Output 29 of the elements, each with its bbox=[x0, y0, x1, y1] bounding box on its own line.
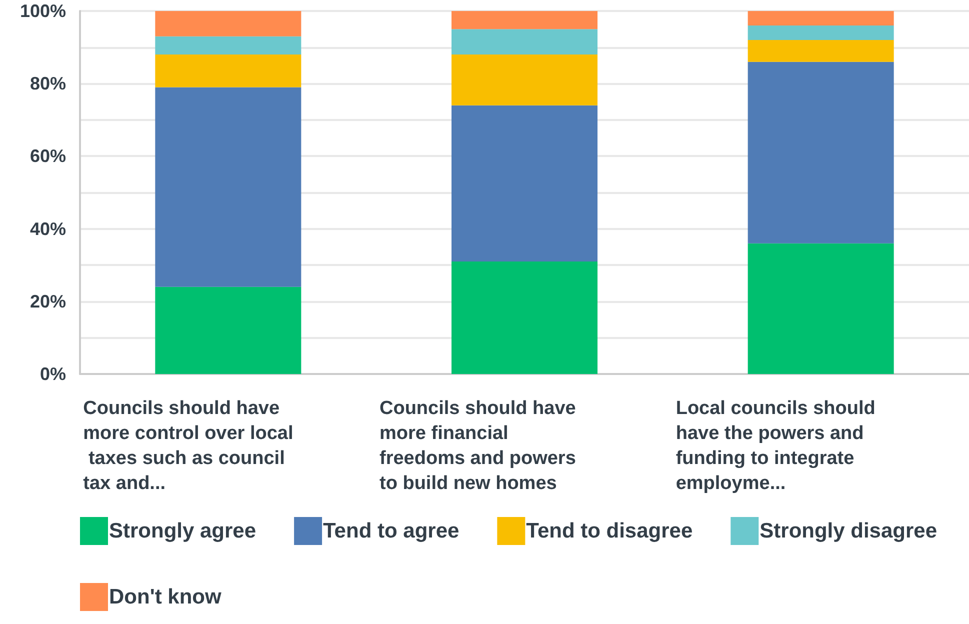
bar bbox=[155, 11, 302, 36]
bar bbox=[155, 36, 302, 55]
bar bbox=[452, 105, 598, 262]
x-tick-label: Councils should have more financial freedoms and powers to build new homes bbox=[380, 398, 582, 494]
y-tick-label: 60% bbox=[30, 146, 66, 166]
bar bbox=[452, 11, 598, 30]
y-tick-label: 80% bbox=[30, 74, 66, 94]
bar bbox=[452, 261, 598, 374]
bar bbox=[748, 62, 894, 244]
y-tick-label: 0% bbox=[40, 364, 66, 384]
legend-label: Strongly disagree bbox=[760, 520, 938, 542]
bar bbox=[155, 54, 302, 88]
y-tick-label: 40% bbox=[30, 218, 66, 239]
bar bbox=[748, 40, 894, 62]
bar bbox=[155, 87, 302, 287]
bar bbox=[452, 54, 598, 106]
y-tick-label: 100% bbox=[20, 1, 66, 21]
bar bbox=[748, 11, 894, 26]
bar bbox=[155, 286, 302, 374]
legend-label: Tend to disagree bbox=[526, 520, 693, 542]
legend-label: Don't know bbox=[109, 586, 222, 608]
bar bbox=[748, 243, 894, 374]
legend-label: Strongly agree bbox=[109, 520, 256, 542]
x-tick-label: Local councils should have the powers and funding to integrate employme... bbox=[676, 398, 881, 494]
y-tick-label: 20% bbox=[30, 291, 66, 312]
x-tick-label: Councils should have more control over local taxes such as council tax and... bbox=[83, 398, 294, 494]
bar bbox=[748, 26, 894, 40]
bar bbox=[452, 29, 598, 55]
legend-label: Tend to agree bbox=[323, 520, 460, 542]
